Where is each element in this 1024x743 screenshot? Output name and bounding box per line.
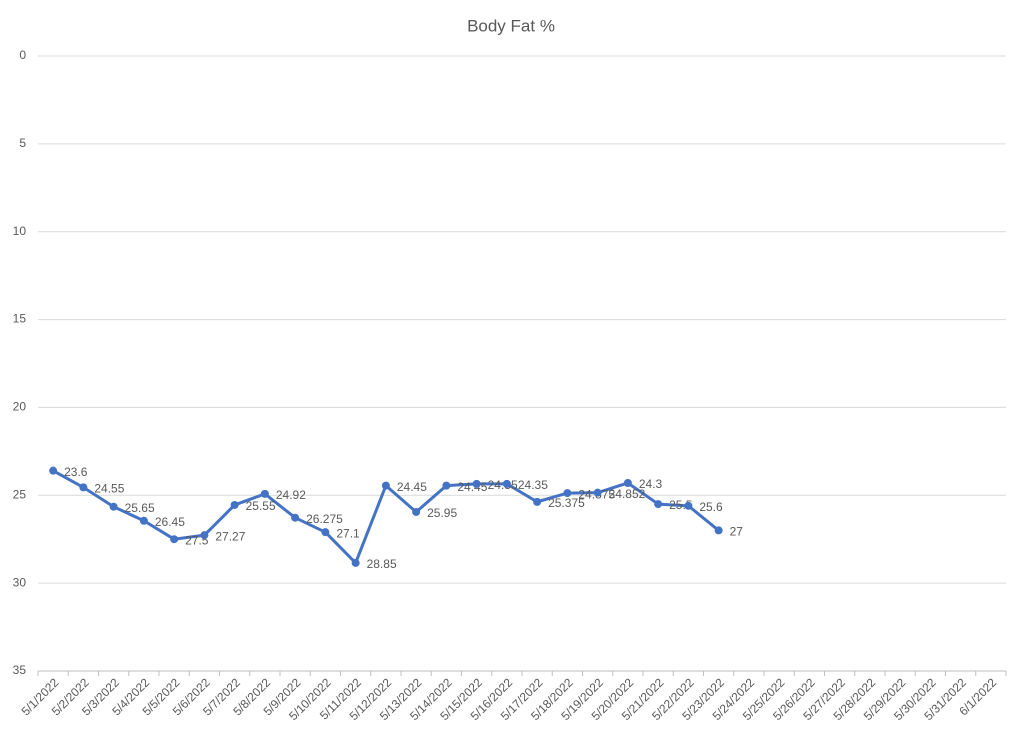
data-point (200, 531, 209, 540)
data-label: 24.45 (457, 480, 487, 494)
data-point (139, 516, 148, 525)
data-label: 24.35 (488, 478, 518, 492)
data-label: 23.6 (64, 465, 88, 479)
data-label: 25.6 (699, 500, 723, 514)
data-point (321, 528, 330, 537)
data-point (260, 489, 269, 498)
y-tick-label: 15 (13, 312, 27, 326)
data-label: 25.55 (246, 499, 276, 513)
data-point (109, 502, 118, 511)
chart-title: Body Fat % (467, 16, 555, 35)
data-label: 27.27 (215, 529, 245, 543)
data-point (714, 526, 723, 535)
y-tick-label: 35 (13, 663, 27, 677)
data-label: 24.3 (639, 477, 663, 491)
data-point (170, 535, 179, 544)
data-point (442, 481, 451, 490)
y-tick-label: 30 (13, 575, 27, 589)
data-label: 25.95 (427, 506, 457, 520)
y-tick-label: 10 (13, 224, 27, 238)
data-label: 24.55 (94, 482, 124, 496)
data-label: 26.275 (306, 512, 343, 526)
y-tick-label: 25 (13, 487, 27, 501)
data-point (291, 513, 300, 522)
data-point (502, 479, 511, 488)
data-point (654, 500, 663, 509)
data-point (593, 488, 602, 497)
data-label: 26.45 (155, 515, 185, 529)
data-label: 24.92 (276, 488, 306, 502)
data-point (79, 483, 88, 492)
data-label: 27 (730, 525, 744, 539)
data-label: 24.35 (518, 478, 548, 492)
data-point (351, 558, 360, 567)
data-point (684, 501, 693, 510)
y-tick-label: 5 (19, 136, 26, 150)
data-point (533, 497, 542, 506)
data-label: 25.65 (125, 501, 155, 515)
data-point (472, 479, 481, 488)
data-label: 25.375 (548, 496, 585, 510)
data-point (563, 489, 572, 498)
data-point (412, 507, 421, 516)
data-label: 24.45 (397, 480, 427, 494)
data-label: 24.852 (609, 487, 646, 501)
y-tick-label: 20 (13, 400, 27, 414)
data-label: 27.1 (336, 526, 360, 540)
y-tick-label: 0 (19, 48, 26, 62)
data-point (230, 500, 239, 509)
data-point (49, 466, 58, 475)
data-label: 28.85 (367, 557, 397, 571)
data-point (623, 478, 632, 487)
data-point (381, 481, 390, 490)
